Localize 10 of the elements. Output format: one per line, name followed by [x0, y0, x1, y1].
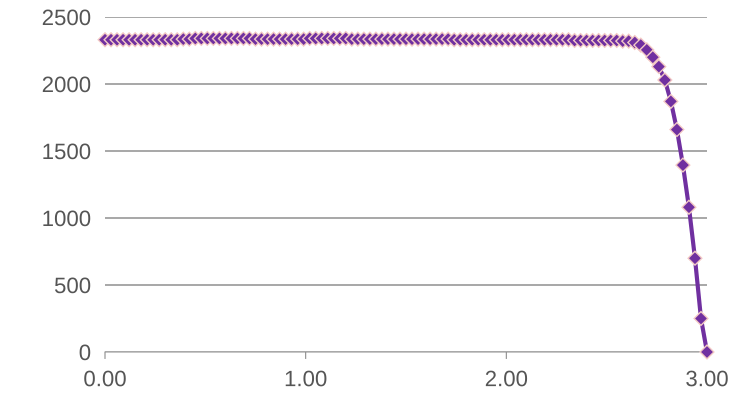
x-tick-label: 3.00 — [686, 370, 728, 386]
y-tick-label: 1500 — [43, 144, 90, 160]
x-tick-label: 2.00 — [486, 370, 528, 386]
y-tick-label: 0 — [80, 344, 90, 360]
y-tick-label: 1000 — [43, 210, 90, 226]
y-tick-label: 2500 — [42, 10, 90, 26]
x-tick-label: 1.00 — [286, 370, 326, 386]
y-tick-label: 500 — [54, 278, 90, 294]
x-tick-label: 0.00 — [84, 370, 126, 386]
y-tick-label: 2000 — [42, 76, 90, 92]
